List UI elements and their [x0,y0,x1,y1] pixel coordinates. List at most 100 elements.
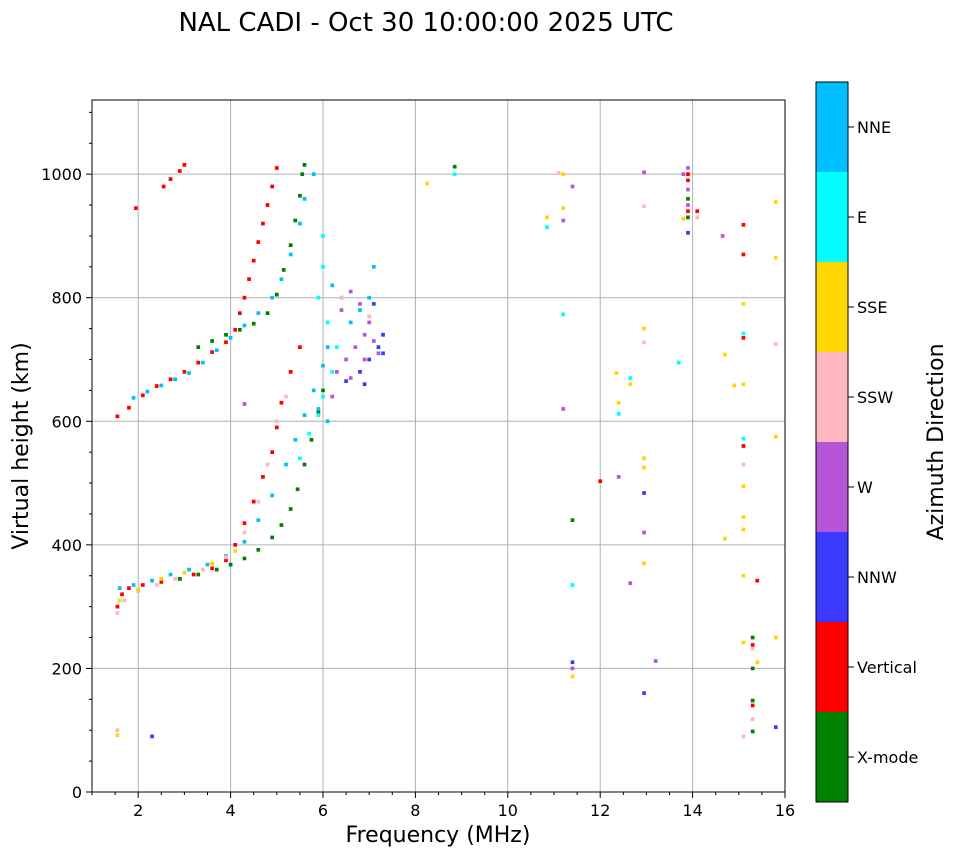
echo-point-ssw [224,555,228,560]
echo-point-vertical [288,370,293,374]
echo-point-x-mode [295,487,300,492]
echo-point-ssw [695,215,700,220]
colorbar-segment [816,442,848,532]
colorbar-segment [816,622,848,712]
echo-point-w [642,170,646,175]
colorbar-label: Azimuth Direction [924,343,949,540]
echo-point-w [348,376,353,380]
echo-point-x-mode [309,437,314,442]
echo-point-sse [117,598,122,603]
echo-point-x-mode [210,339,214,343]
echo-point-vertical [196,360,201,365]
echo-point-x-mode [750,635,755,640]
echo-point-vertical [224,558,228,563]
echo-point-w [561,218,566,223]
echo-point-nne [187,567,191,572]
echo-point-ssw [750,646,755,651]
y-tick-label: 200 [51,659,82,678]
echo-point-sse [741,573,746,578]
echo-point-vertical [127,586,131,590]
echo-point-w [561,407,566,411]
echo-point-e [616,412,621,416]
echo-point-nne [201,360,205,365]
echo-point-nne [187,371,191,375]
echo-point-ssw [741,462,746,467]
azimuth-colorbar: X-mode Vertical NNW W SSW SSE E NNE [815,81,918,803]
x-tick-label: 8 [410,801,420,820]
echo-point-vertical [261,221,265,226]
echo-point-nne [302,197,307,201]
colorbar-label-nnw: NNW [857,568,897,587]
echo-point-vertical [177,169,182,173]
echo-point-e [741,331,746,336]
echo-point-ssw [115,610,120,615]
echo-point-w [348,289,353,294]
x-tick-label: 4 [226,801,236,820]
colorbar-label-nne: NNE [857,118,891,137]
echo-point-nne [270,493,275,498]
echo-point-w [362,357,367,362]
echo-point-x-mode [251,321,256,326]
echo-point-ssw [242,530,247,535]
echo-point-vertical [210,350,214,354]
echo-point-x-mode [196,572,201,577]
echo-point-x-mode [300,172,305,176]
echo-point-ssw [773,342,778,346]
chart-title: NAL CADI - Oct 30 10:00:00 2025 UTC [178,8,673,38]
echo-point-sse [545,215,549,220]
echo-point-sse [723,352,727,357]
echo-point-x-mode [570,518,575,522]
echo-point-x-mode [316,410,321,414]
echo-point-sse [773,200,778,204]
echo-point-vertical [750,703,755,708]
echo-point-x-mode [270,535,275,540]
echo-point-x-mode [686,215,690,220]
echo-point-nne [311,388,316,393]
echo-point-vertical [686,209,690,214]
echo-point-nne [131,583,136,587]
echo-point-x-mode [214,567,219,572]
echo-point-e [298,456,302,461]
echo-point-x-mode [298,193,302,198]
echo-point-vertical [237,311,242,316]
echo-point-nne [131,395,136,400]
echo-point-e [335,345,339,349]
echo-point-w [628,581,633,586]
echo-point-x-mode [237,327,242,332]
echo-point-vertical [298,345,302,349]
echo-points [115,163,778,739]
echo-point-nnw [570,660,575,665]
echo-point-nne [256,518,261,522]
echo-point-nne [325,419,330,424]
echo-point-w [686,166,690,170]
echo-point-nne [205,562,210,567]
echo-point-nne [117,586,122,590]
echo-point-sse [570,674,575,679]
echo-point-nne [358,308,362,312]
echo-point-ssw [642,340,646,345]
colorbar-label-sse: SSE [857,298,887,317]
echo-point-e [561,312,566,317]
echo-point-x-mode [279,523,284,527]
echo-point-ssw [115,728,120,733]
x-axis-ticks: 2 4 6 8 10 12 14 16 [91,792,795,820]
echo-point-e [321,234,325,238]
echo-point-sse [773,635,778,640]
echo-point-sse [773,434,778,439]
x-tick-label: 14 [682,801,702,820]
echo-point-ssw [367,314,372,319]
echo-point-ssw [339,295,344,300]
echo-point-nne [242,323,247,328]
echo-point-w [367,320,372,325]
echo-point-vertical [159,580,164,584]
echo-point-vertical [182,163,187,167]
echo-point-nnw [367,357,372,362]
colorbar-label-x-mode: X-mode [857,748,918,767]
echo-point-w [353,345,358,349]
echo-point-vertical [247,277,251,282]
echo-point-w [330,394,335,399]
echo-point-nne [325,345,330,349]
y-tick-label: 0 [72,783,82,802]
echo-point-w [681,172,686,176]
echo-point-sse [741,640,746,645]
